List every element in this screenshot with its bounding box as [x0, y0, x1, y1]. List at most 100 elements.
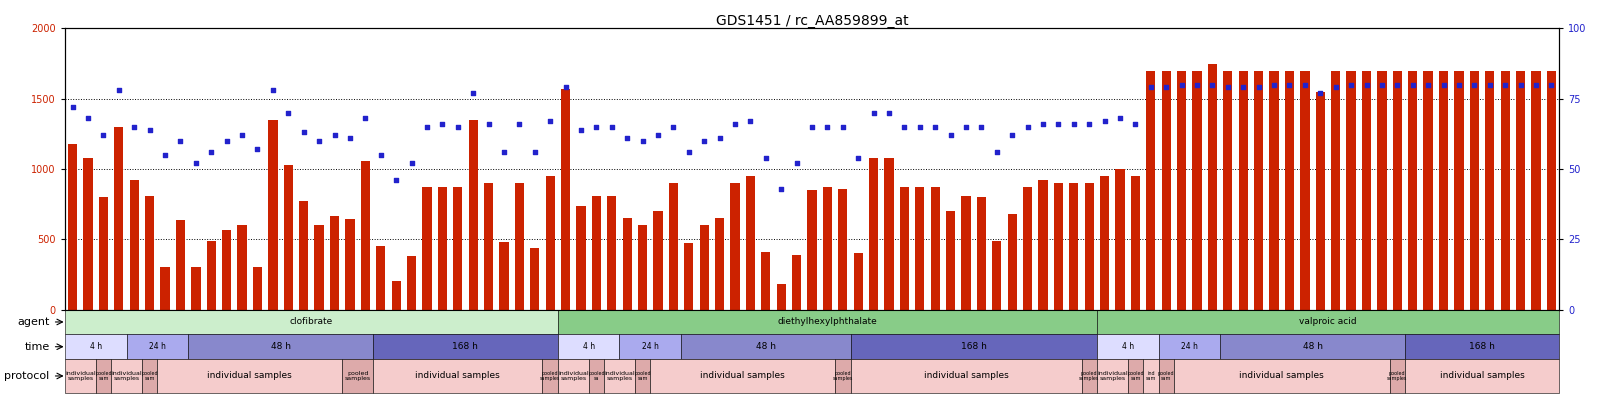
- Bar: [114, 127, 123, 309]
- Point: [1230, 84, 1256, 91]
- Point: [167, 138, 193, 144]
- Text: pooled
sam: pooled sam: [1157, 371, 1173, 382]
- Point: [398, 160, 424, 166]
- Bar: [377, 246, 385, 309]
- Point: [276, 109, 302, 116]
- Text: diethylhexylphthalate: diethylhexylphthalate: [777, 318, 876, 326]
- Bar: [700, 225, 708, 309]
- Bar: [1345, 70, 1355, 309]
- Bar: [144, 196, 154, 309]
- Point: [153, 151, 179, 158]
- Point: [1152, 84, 1178, 91]
- Bar: [175, 220, 185, 309]
- Bar: [885, 158, 893, 309]
- Bar: [607, 196, 617, 309]
- Bar: [342, 359, 373, 393]
- Bar: [161, 267, 169, 309]
- Bar: [299, 200, 308, 309]
- Bar: [1545, 70, 1555, 309]
- Bar: [604, 359, 635, 393]
- Bar: [850, 335, 1096, 359]
- Point: [936, 132, 962, 139]
- Bar: [961, 196, 971, 309]
- Bar: [558, 309, 1096, 335]
- Point: [722, 121, 748, 127]
- Bar: [360, 160, 370, 309]
- Text: individual
samples: individual samples: [604, 371, 635, 382]
- Point: [860, 109, 886, 116]
- Text: 4 h: 4 h: [1121, 342, 1133, 351]
- Point: [1060, 121, 1086, 127]
- Point: [1292, 81, 1318, 88]
- Bar: [1208, 64, 1216, 309]
- Bar: [975, 197, 985, 309]
- Point: [245, 146, 271, 153]
- Text: individual
samples: individual samples: [112, 371, 141, 382]
- Point: [428, 121, 454, 127]
- Point: [260, 87, 286, 94]
- Bar: [1096, 359, 1126, 393]
- Text: 24 h: 24 h: [641, 342, 659, 351]
- Point: [352, 115, 378, 122]
- Bar: [99, 197, 109, 309]
- Point: [1245, 84, 1271, 91]
- Text: pooled
sam: pooled sam: [141, 371, 157, 382]
- Point: [445, 124, 471, 130]
- Bar: [110, 359, 141, 393]
- Bar: [253, 267, 261, 309]
- Bar: [1160, 70, 1170, 309]
- Bar: [915, 187, 923, 309]
- Bar: [1022, 187, 1032, 309]
- Point: [1183, 81, 1209, 88]
- Text: 4 h: 4 h: [583, 342, 594, 351]
- Bar: [1469, 70, 1479, 309]
- Point: [1199, 81, 1225, 88]
- Bar: [1376, 70, 1386, 309]
- Bar: [1407, 70, 1417, 309]
- Bar: [1530, 70, 1540, 309]
- Bar: [669, 183, 677, 309]
- Text: individual samples: individual samples: [1438, 371, 1524, 380]
- Bar: [680, 335, 850, 359]
- Bar: [588, 359, 604, 393]
- Text: individual samples: individual samples: [208, 371, 292, 380]
- Point: [1506, 81, 1532, 88]
- Bar: [373, 335, 558, 359]
- Bar: [1084, 183, 1094, 309]
- Bar: [1157, 335, 1219, 359]
- Point: [336, 135, 362, 141]
- Bar: [1393, 70, 1401, 309]
- Bar: [946, 211, 954, 309]
- Point: [1475, 81, 1501, 88]
- Text: clofibrate: clofibrate: [289, 318, 333, 326]
- Bar: [992, 241, 1001, 309]
- Bar: [83, 158, 93, 309]
- Bar: [453, 187, 463, 309]
- Text: 24 h: 24 h: [1180, 342, 1198, 351]
- Point: [1352, 81, 1378, 88]
- Point: [1121, 121, 1147, 127]
- Bar: [467, 120, 477, 309]
- Text: 24 h: 24 h: [149, 342, 166, 351]
- Point: [367, 151, 393, 158]
- Text: pooled
sam: pooled sam: [96, 371, 112, 382]
- Bar: [329, 216, 339, 309]
- Bar: [284, 166, 292, 309]
- Point: [105, 87, 131, 94]
- Text: 168 h: 168 h: [1469, 342, 1495, 351]
- Point: [568, 126, 594, 133]
- Bar: [542, 359, 558, 393]
- Bar: [237, 225, 247, 309]
- Point: [1368, 81, 1394, 88]
- Text: pooled
sa: pooled sa: [588, 371, 604, 382]
- Point: [1321, 84, 1347, 91]
- Point: [706, 135, 732, 141]
- Bar: [422, 187, 432, 309]
- Point: [891, 124, 917, 130]
- Point: [1091, 118, 1117, 124]
- Point: [1107, 115, 1133, 122]
- Bar: [192, 267, 200, 309]
- Text: protocol: protocol: [5, 371, 50, 381]
- Bar: [823, 187, 831, 309]
- Point: [383, 177, 409, 183]
